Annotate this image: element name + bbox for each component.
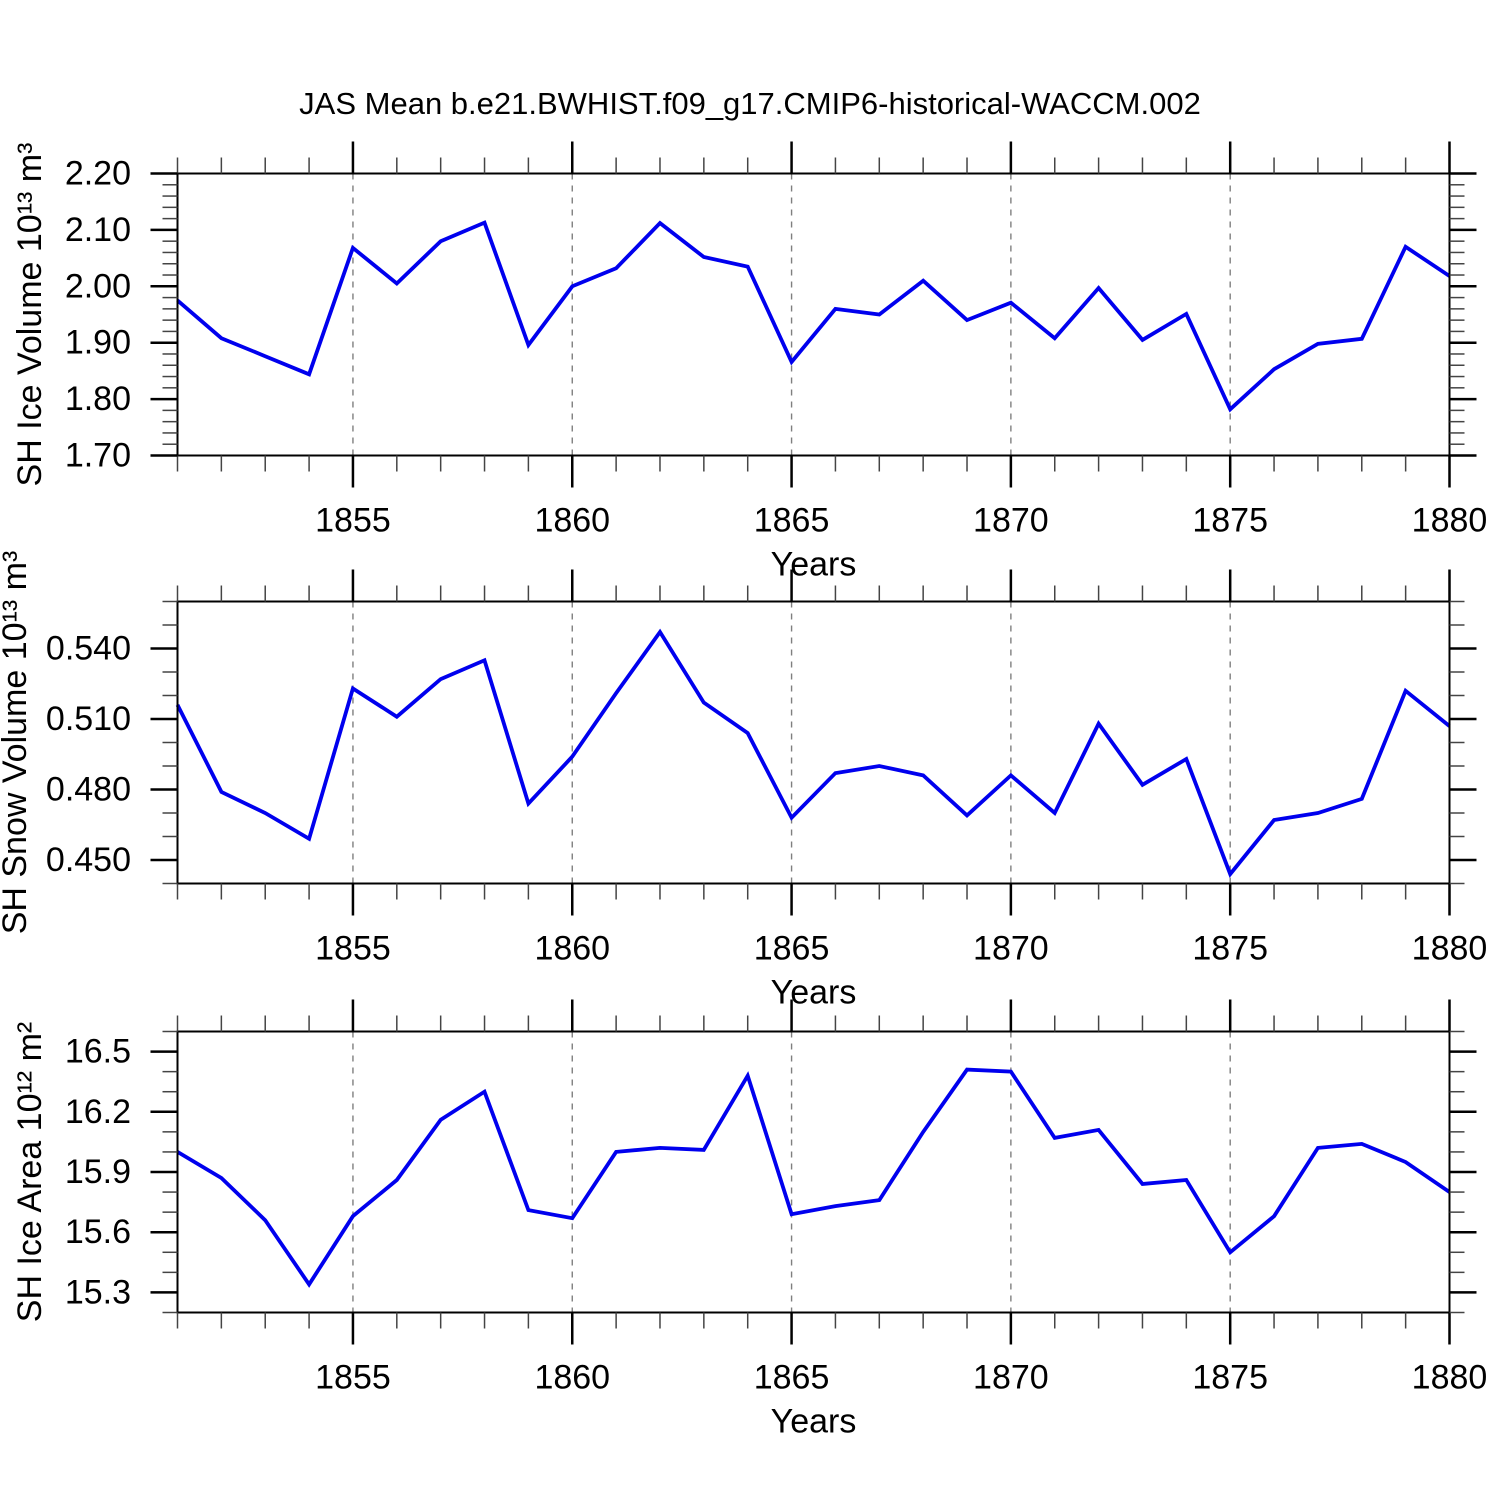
- y-tick-label: 15.3: [65, 1273, 131, 1311]
- x-tick-label: 1870: [973, 502, 1049, 540]
- y-tick-label: 1.80: [65, 380, 131, 418]
- y-tick-label: 2.00: [65, 267, 131, 305]
- x-tick-label: 1860: [534, 930, 610, 968]
- x-tick-label: 1865: [754, 1359, 830, 1397]
- x-axis-title: Years: [771, 974, 857, 1012]
- x-tick-label: 1880: [1412, 502, 1488, 540]
- y-tick-label: 0.450: [46, 841, 131, 879]
- y-tick-label: 1.90: [65, 324, 131, 362]
- y-tick-label: 15.9: [65, 1153, 131, 1191]
- x-tick-label: 1870: [973, 1359, 1049, 1397]
- x-axis-title: Years: [771, 1403, 857, 1441]
- y-tick-label: 16.2: [65, 1093, 131, 1131]
- x-axis-title: Years: [771, 546, 857, 584]
- panel-frame: [176, 172, 1451, 457]
- y-tick-label: 2.20: [65, 155, 131, 193]
- panel-sh-snow-volume: 0.450 0.480 0.510 0.540 1855 1860 1865 1870 1875…: [0, 551, 1487, 1012]
- panel-sh-ice-volume: 1.70 1.80 1.90 2.00 2.10 2.20 1855 1860 1865 1870…: [11, 141, 1488, 584]
- x-tick-label: 1860: [534, 1359, 610, 1397]
- x-tick-label: 1870: [973, 930, 1049, 968]
- series-line-sh-ice-area: [176, 1067, 1451, 1288]
- y-tick-label: 0.480: [46, 771, 131, 809]
- series-line-sh-ice-volume: [176, 220, 1451, 413]
- y-axis-title: SH Ice Area 10¹² m²: [11, 1022, 49, 1322]
- x-tick-label: 1860: [534, 502, 610, 540]
- x-tick-label: 1855: [315, 930, 391, 968]
- y-tick-label: 0.510: [46, 700, 131, 738]
- y-tick-label: 16.5: [65, 1033, 131, 1071]
- y-tick-label: 0.540: [46, 630, 131, 668]
- y-tick-label: 1.70: [65, 437, 131, 475]
- x-tick-label: 1875: [1192, 930, 1268, 968]
- panel-frame: [176, 1030, 1451, 1314]
- y-tick-label: 2.10: [65, 211, 131, 249]
- y-axis-title: SH Snow Volume 10¹³ m³: [0, 551, 34, 935]
- y-tick-label: 15.6: [65, 1213, 131, 1251]
- y-axis-title: SH Ice Volume 10¹³ m³: [11, 143, 49, 487]
- x-tick-label: 1865: [754, 930, 830, 968]
- x-tick-label: 1875: [1192, 1359, 1268, 1397]
- chart-title: JAS Mean b.e21.BWHIST.f09_g17.CMIP6-hist…: [299, 86, 1201, 121]
- panel-sh-ice-area: 15.3 15.6 15.9 16.2 16.5 1855 1860 1865 1870 1875…: [11, 999, 1488, 1441]
- series-line-sh-snow-volume: [175, 628, 1451, 878]
- x-tick-label: 1855: [315, 502, 391, 540]
- x-tick-label: 1880: [1412, 930, 1488, 968]
- x-tick-label: 1855: [315, 1359, 391, 1397]
- x-tick-label: 1880: [1412, 1359, 1488, 1397]
- x-tick-label: 1865: [754, 502, 830, 540]
- x-tick-label: 1875: [1192, 502, 1268, 540]
